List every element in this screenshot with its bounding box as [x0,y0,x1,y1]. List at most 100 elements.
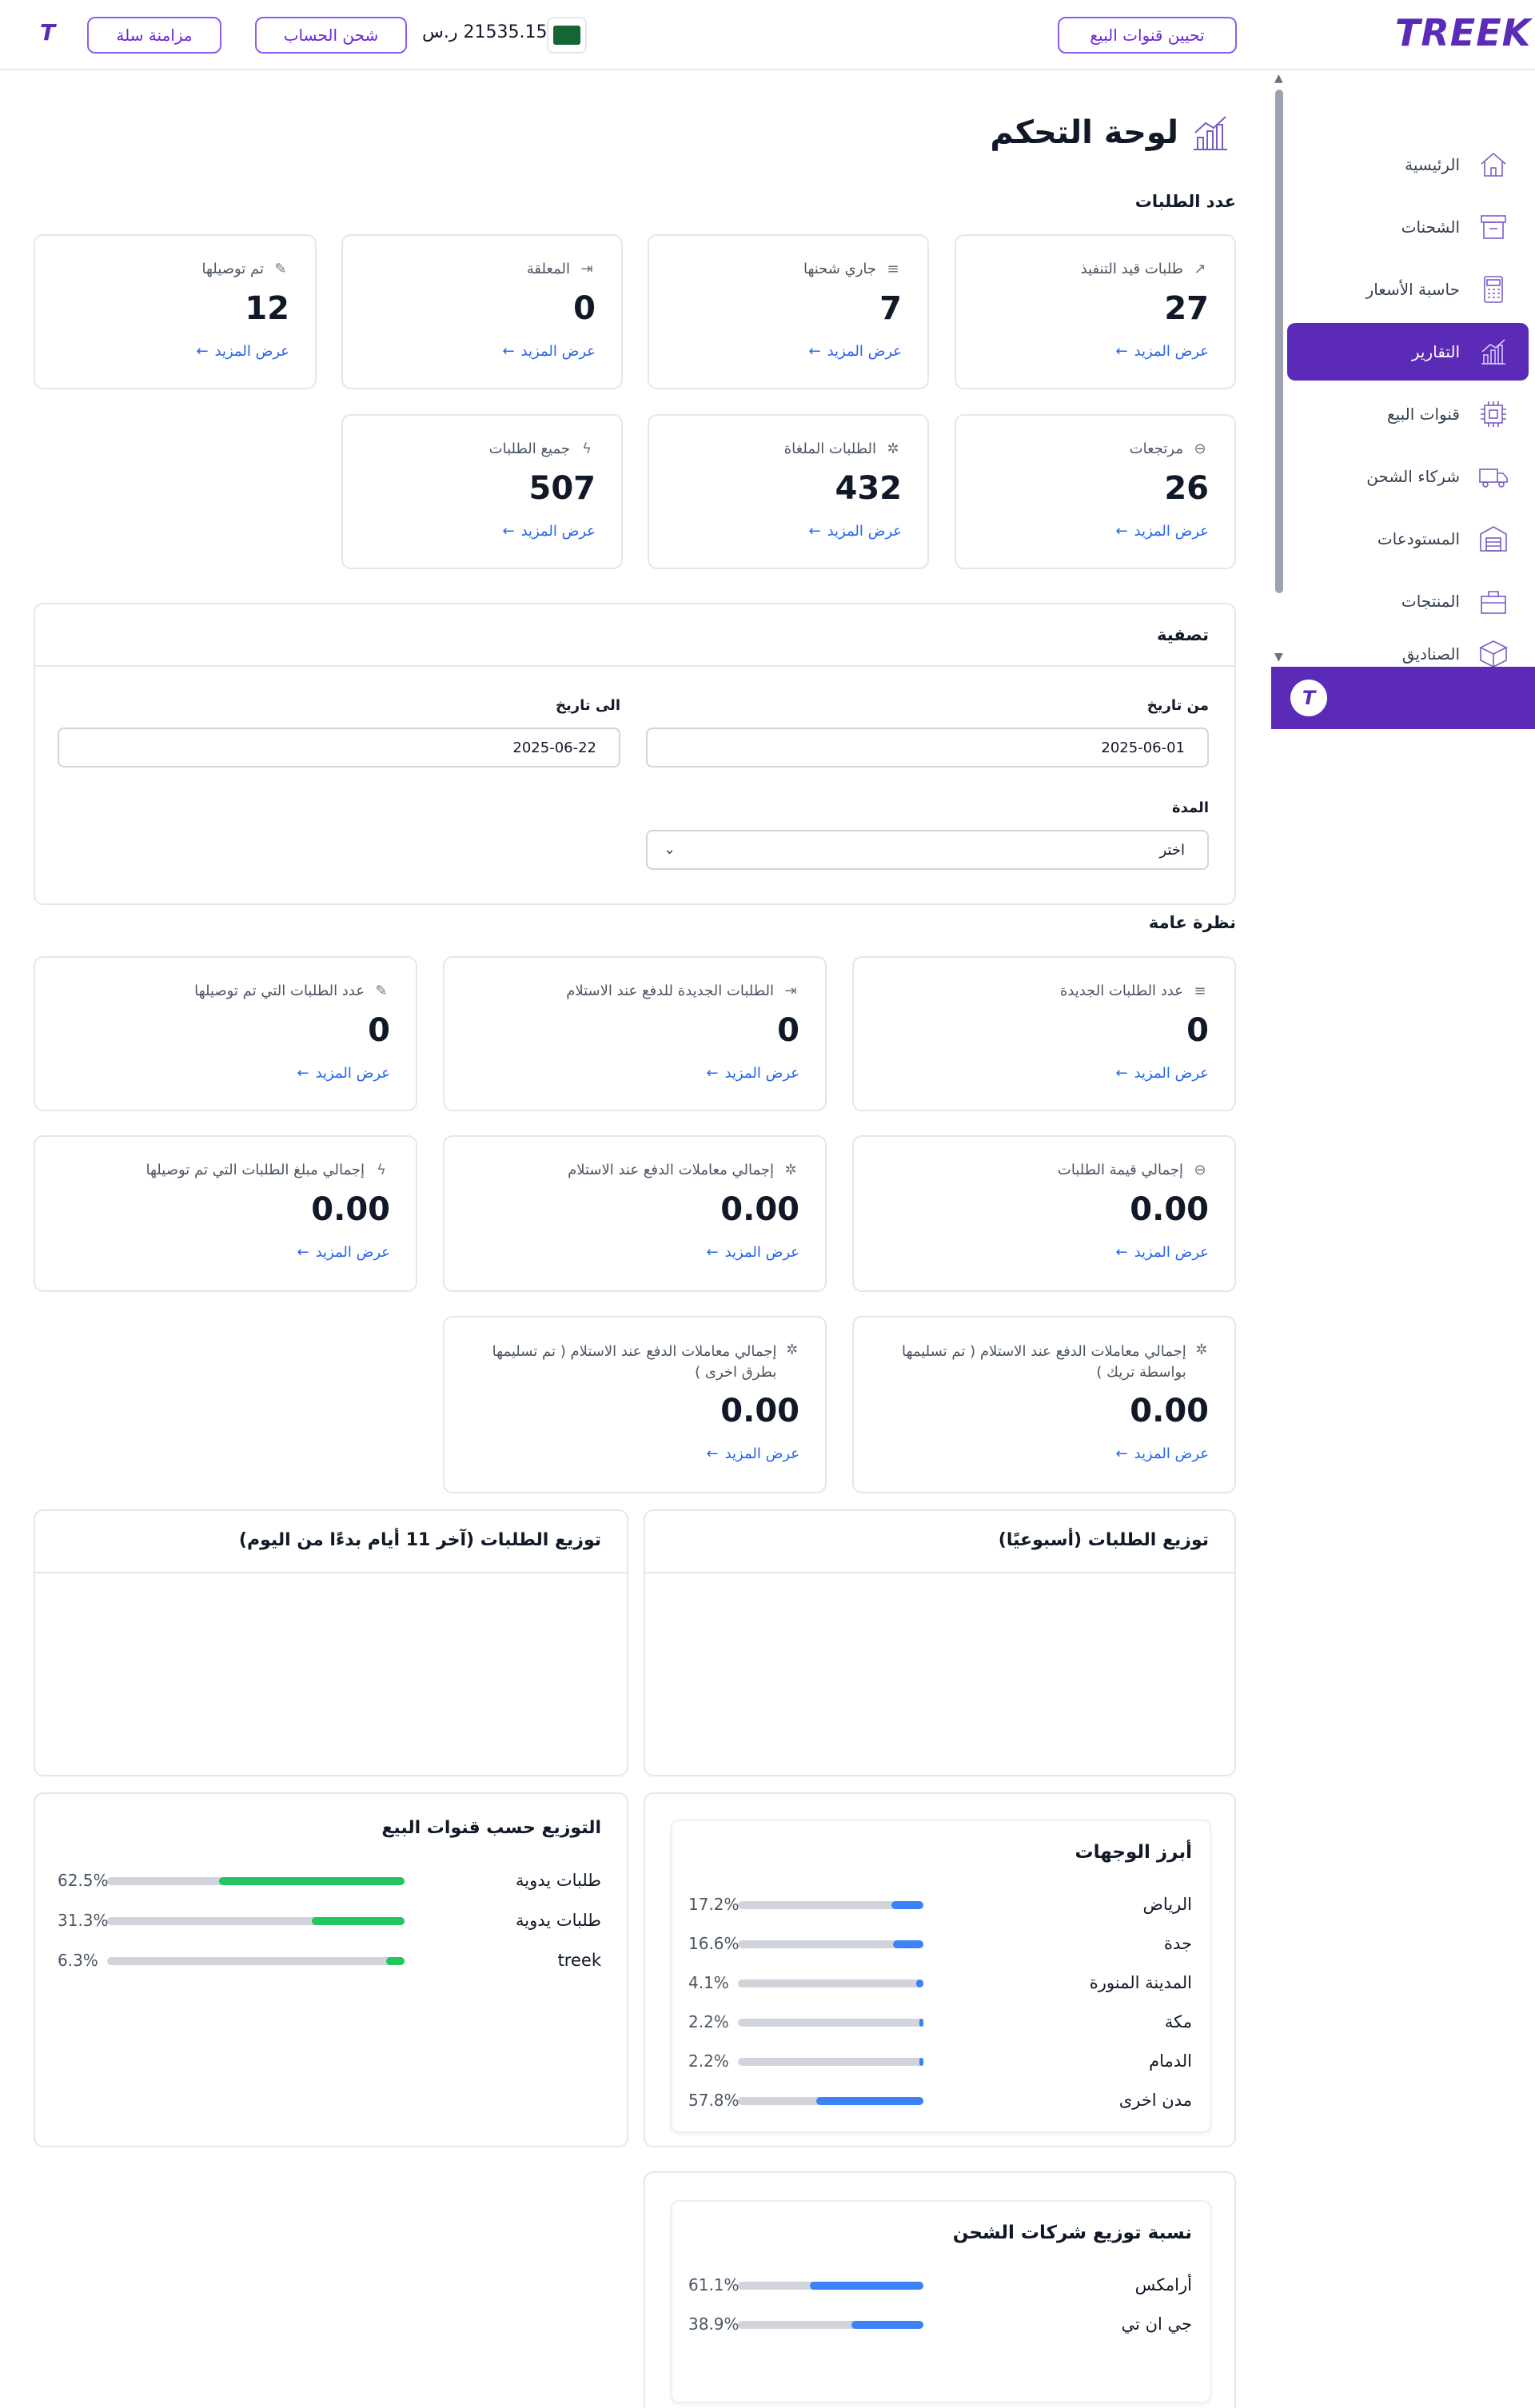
reports-icon [1476,334,1511,369]
sidebar-item-products[interactable]: المنتجات [1287,572,1529,630]
panel-title: توزيع الطلبات (آخر 11 أيام بدءًا من اليو… [238,1530,601,1550]
period-select[interactable]: اختر ⌄ [646,830,1209,870]
update-channels-button[interactable]: تحيين قنوات البيع [1058,17,1237,54]
destination-bar-fill [919,2058,923,2066]
sidebar-item-calculator[interactable]: حاسبة الأسعار [1287,261,1529,318]
view-more-link[interactable]: عرض المزيد ← [1115,523,1209,540]
destination-row: الدمام 2.2% [688,2050,1192,2074]
sidebar-item-boxes[interactable]: الصناديق [1287,630,1529,678]
view-more-link[interactable]: عرض المزيد ← [1115,343,1209,360]
overview-card-delivered-count: ✎ عدد الطلبات التي تم توصيلها 0 عرض المزي… [34,956,417,1111]
overview-card-new-orders: ≡ عدد الطلبات الجديدة 0 عرض المزيد ← [852,956,1236,1111]
database-icon: ≡ [887,260,899,277]
carrier-bar-track [738,2282,923,2290]
sidebar-item-reports[interactable]: التقارير [1287,323,1529,381]
destination-name: المدينة المنورة [1089,1973,1192,1992]
spinner-icon: ✲ [784,1161,797,1178]
destination-row: الرياض 17.2% [688,1893,1192,1917]
sidebar-scrollbar[interactable]: ▲ ▼ [1273,70,1287,667]
view-more-link[interactable]: عرض المزيد ← [1115,1244,1209,1261]
sidebar-item-warehouses[interactable]: المستودعات [1287,510,1529,568]
carrier-bar-track [738,2321,923,2329]
destination-bar-track [738,2058,923,2066]
destination-bar-track [738,1901,923,1909]
truck-icon [1476,459,1511,494]
channel-bar-track [107,1917,405,1925]
overview-card-delivered-amount: ϟ إجمالي مبلغ الطلبات التي تم توصيلها 0.0… [34,1135,417,1292]
period-label: المدة [1171,799,1209,816]
arrow-left-icon: ← [1115,1065,1128,1082]
treek-mark-icon[interactable]: T [1290,680,1327,716]
sidebar-item-channels[interactable]: قنوات البيع [1287,385,1529,443]
arrow-left-icon: ← [196,343,209,360]
channel-row: طلبات يدوية 62.5% [58,1869,601,1893]
view-more-link[interactable]: عرض المزيد ← [808,343,902,360]
view-more-link[interactable]: عرض المزيد ← [706,1244,799,1261]
treek-logo[interactable]: TREEK [1395,11,1532,54]
carriers-panel: نسبة توزيع شركات الشحن أرامكس 61.1% جي ان … [671,2200,1211,2403]
saudi-flag-icon [547,17,587,54]
destination-bar-track [738,2019,923,2027]
edit-icon: ✎ [375,982,388,999]
divider [35,1572,627,1573]
from-date-input[interactable]: 2025-06-01 [646,728,1209,767]
account-balance: 21535.15 ر.س [422,22,548,42]
salla-sync-button[interactable]: مزامنة سلة [87,17,221,54]
arrow-left-icon: ← [502,523,515,540]
carrier-row: جي ان تي 38.9% [688,2313,1192,2337]
view-more-link[interactable]: عرض المزيد ← [706,1065,799,1082]
charge-account-button[interactable]: شحن الحساب [255,17,407,54]
view-more-link[interactable]: عرض المزيد ← [502,523,596,540]
warehouse-icon [1476,521,1511,556]
sidebar-item-label: الشحنات [1401,217,1460,237]
page-title: لوحة التحكم [943,112,1231,153]
carrier-bar-fill [851,2321,923,2329]
destination-percent: 4.1% [688,1973,729,1992]
arrow-left-icon: ← [297,1244,309,1261]
stat-value: 0.00 [311,1191,390,1228]
view-more-link[interactable]: عرض المزيد ← [196,343,289,360]
daily-distribution-panel: توزيع الطلبات (آخر 11 أيام بدءًا من اليو… [34,1509,628,1776]
view-more-link[interactable]: عرض المزيد ← [297,1065,390,1082]
products-icon [1476,584,1511,619]
treek-mark-icon[interactable]: T [40,19,56,46]
destination-percent: 2.2% [688,2051,729,2071]
stat-label: الطلبات الجديدة للدفع عند الاستلام [566,982,774,999]
destination-percent: 17.2% [688,1895,740,1914]
scroll-down-icon[interactable]: ▼ [1274,651,1283,664]
stat-value: 0 [573,290,596,327]
view-more-link[interactable]: عرض المزيد ← [1115,1445,1209,1462]
stat-card-all-orders: ϟ جميع الطلبات 507 عرض المزيد ← [341,414,623,569]
stat-card-in-progress: ↗ طلبات قيد التنفيذ 27 عرض المزيد ← [955,234,1236,389]
stat-card-delivered: ✎ تم توصيلها 12 عرض المزيد ← [34,234,317,389]
divider [645,1572,1234,1573]
sidebar-item-shipments[interactable]: الشحنات [1287,198,1529,256]
sidebar-item-home[interactable]: الرئيسية [1287,136,1529,193]
scroll-up-icon[interactable]: ▲ [1274,72,1283,85]
view-more-link[interactable]: عرض المزيد ← [1115,1065,1209,1082]
view-more-link[interactable]: عرض المزيد ← [808,523,902,540]
stat-label: مرتجعات [1129,440,1183,457]
channel-percent: 31.3% [58,1911,109,1930]
arrow-left-icon: ← [502,343,515,360]
view-more-link[interactable]: عرض المزيد ← [706,1445,799,1462]
channels-icon [1476,397,1511,432]
sidebar-item-shipping-partners[interactable]: شركاء الشحن [1287,448,1529,505]
stat-value: 0.00 [720,1191,799,1228]
to-date-input[interactable]: 2025-06-22 [58,728,620,767]
home-icon [1476,147,1511,182]
overview-card-total-cod: ✲ إجمالي معاملات الدفع عند الاستلام 0.00 … [443,1135,827,1292]
channel-name: طلبات يدوية [516,1911,601,1930]
scrollbar-thumb[interactable] [1275,90,1283,593]
channel-percent: 6.3% [58,1951,98,1970]
view-more-link[interactable]: عرض المزيد ← [502,343,596,360]
stat-value: 0 [777,1012,799,1049]
destination-name: مدن اخرى [1118,2091,1192,2110]
box-icon [1476,636,1511,672]
destination-bar-fill [915,1979,923,1987]
panel-title: التوزيع حسب قنوات البيع [381,1818,601,1838]
stat-value: 0 [1186,1012,1209,1049]
destination-row: جدة 16.6% [688,1932,1192,1956]
view-more-link[interactable]: عرض المزيد ← [297,1244,390,1261]
arrow-left-icon: ← [706,1445,719,1462]
